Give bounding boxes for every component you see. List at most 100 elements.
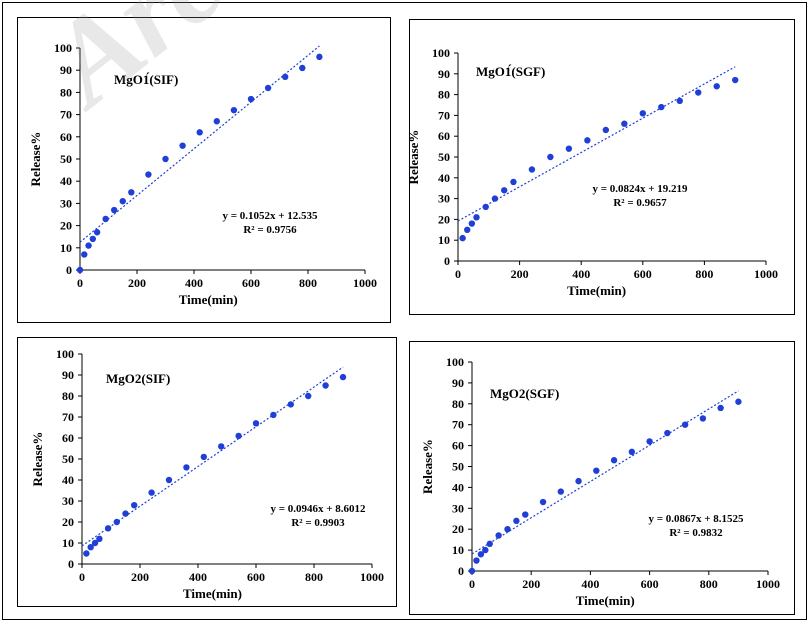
data-point xyxy=(676,97,683,105)
data-point xyxy=(93,229,101,236)
data-point xyxy=(322,382,329,389)
data-point xyxy=(628,448,636,456)
y-tick-label: 70 xyxy=(60,108,72,122)
y-axis-label: Release% xyxy=(420,439,435,494)
y-tick-label: 100 xyxy=(54,41,72,55)
data-point xyxy=(491,195,499,202)
data-point xyxy=(593,467,600,474)
x-axis-label: Time(min) xyxy=(567,283,626,298)
x-tick-label: 400 xyxy=(581,577,599,591)
chart-panel-mgo2-sgf: 0 200 400 600 800 1000 0 10 20 30 40 50 60 70 80 90 100 T… xyxy=(409,341,795,615)
data-point xyxy=(200,453,207,461)
data-point xyxy=(602,126,610,134)
x-tick-label: 600 xyxy=(634,267,652,281)
data-point xyxy=(681,421,689,428)
y-tick-label: 20 xyxy=(438,212,450,226)
data-point xyxy=(575,477,582,485)
r-squared-label: R² = 0.9903 xyxy=(291,517,345,529)
chart-svg: 0 200 400 600 800 1000 0 10 20 30 40 50 60 70 80 90 100 T… xyxy=(410,46,778,298)
x-tick-label: 600 xyxy=(247,570,265,584)
y-tick-label: 50 xyxy=(60,152,72,166)
data-point xyxy=(513,517,520,525)
chart-panel-mgo1-sgf: 0 200 400 600 800 1000 0 10 20 30 40 50 60 70 80 90 100 T… xyxy=(409,19,795,315)
data-point xyxy=(459,234,466,242)
data-point xyxy=(162,155,169,163)
x-tick-label: 800 xyxy=(695,267,713,281)
chart-svg: 0 200 400 600 800 1000 0 10 20 30 40 50 60 70 80 90 100 T… xyxy=(28,41,377,307)
y-tick-label: 90 xyxy=(438,67,450,81)
trendline-equation: y = 0.0824x + 19.219 xyxy=(592,183,688,195)
data-point xyxy=(102,215,109,223)
data-point xyxy=(658,103,665,111)
data-point xyxy=(213,118,220,125)
x-tick-label: 0 xyxy=(455,267,461,281)
x-tick-label: 800 xyxy=(305,570,323,584)
data-point xyxy=(165,476,173,484)
y-tick-label: 80 xyxy=(438,88,450,102)
data-point xyxy=(183,464,190,471)
y-tick-label: 50 xyxy=(62,452,74,466)
data-point xyxy=(610,457,618,464)
chart-title: MgO1́(SIF) xyxy=(114,72,178,87)
data-point xyxy=(695,89,702,96)
data-point xyxy=(482,546,489,554)
y-axis-label: Release% xyxy=(410,130,421,185)
trendline-equation: y = 0.1052x + 12.535 xyxy=(222,210,318,222)
data-point xyxy=(339,373,347,381)
data-point xyxy=(287,401,294,408)
data-point xyxy=(468,220,476,227)
data-point xyxy=(282,73,289,81)
data-point xyxy=(131,502,138,509)
y-tick-label: 0 xyxy=(66,263,72,277)
data-point xyxy=(584,137,591,144)
r-squared-label: R² = 0.9832 xyxy=(669,527,723,539)
y-tick-label: 60 xyxy=(62,431,74,445)
data-point xyxy=(305,392,312,400)
x-tick-label: 1000 xyxy=(756,577,780,591)
trendline xyxy=(79,45,320,243)
y-tick-label: 60 xyxy=(60,130,72,144)
data-point xyxy=(486,540,493,548)
y-tick-label: 80 xyxy=(62,389,74,403)
y-tick-label: 40 xyxy=(62,473,74,487)
data-point xyxy=(76,266,84,274)
data-point xyxy=(717,404,724,412)
y-tick-label: 90 xyxy=(60,63,72,77)
x-tick-label: 0 xyxy=(77,276,83,290)
x-tick-label: 800 xyxy=(700,577,718,591)
y-tick-label: 40 xyxy=(452,480,464,494)
x-tick-label: 0 xyxy=(79,570,85,584)
y-tick-label: 80 xyxy=(452,397,464,411)
data-point xyxy=(735,398,742,405)
y-tick-label: 20 xyxy=(60,219,72,233)
data-point xyxy=(252,420,260,427)
x-tick-label: 200 xyxy=(128,276,146,290)
data-point xyxy=(83,550,90,557)
x-tick-label: 400 xyxy=(572,267,590,281)
data-point xyxy=(646,438,653,445)
y-tick-label: 90 xyxy=(62,368,74,382)
trendline-equation: y = 0.0867x + 8.1525 xyxy=(648,513,744,525)
x-tick-label: 0 xyxy=(469,577,475,591)
y-tick-label: 40 xyxy=(438,171,450,185)
x-tick-label: 200 xyxy=(131,570,149,584)
data-point xyxy=(664,429,671,437)
y-tick-label: 40 xyxy=(60,174,72,188)
data-point xyxy=(179,142,186,149)
y-tick-label: 30 xyxy=(60,196,72,210)
x-tick-label: 200 xyxy=(511,267,529,281)
x-axis-label: Time(min) xyxy=(183,586,242,601)
data-point xyxy=(501,187,508,194)
y-tick-label: 10 xyxy=(60,241,72,255)
x-tick-label: 1000 xyxy=(360,570,384,584)
data-point xyxy=(504,526,511,533)
data-point xyxy=(87,544,94,551)
data-point xyxy=(539,498,547,506)
data-point xyxy=(477,551,485,558)
x-tick-label: 800 xyxy=(299,276,317,290)
data-point xyxy=(473,557,480,564)
data-point xyxy=(91,539,99,547)
x-tick-label: 200 xyxy=(522,577,540,591)
x-tick-label: 1000 xyxy=(754,267,778,281)
data-point xyxy=(235,432,242,440)
